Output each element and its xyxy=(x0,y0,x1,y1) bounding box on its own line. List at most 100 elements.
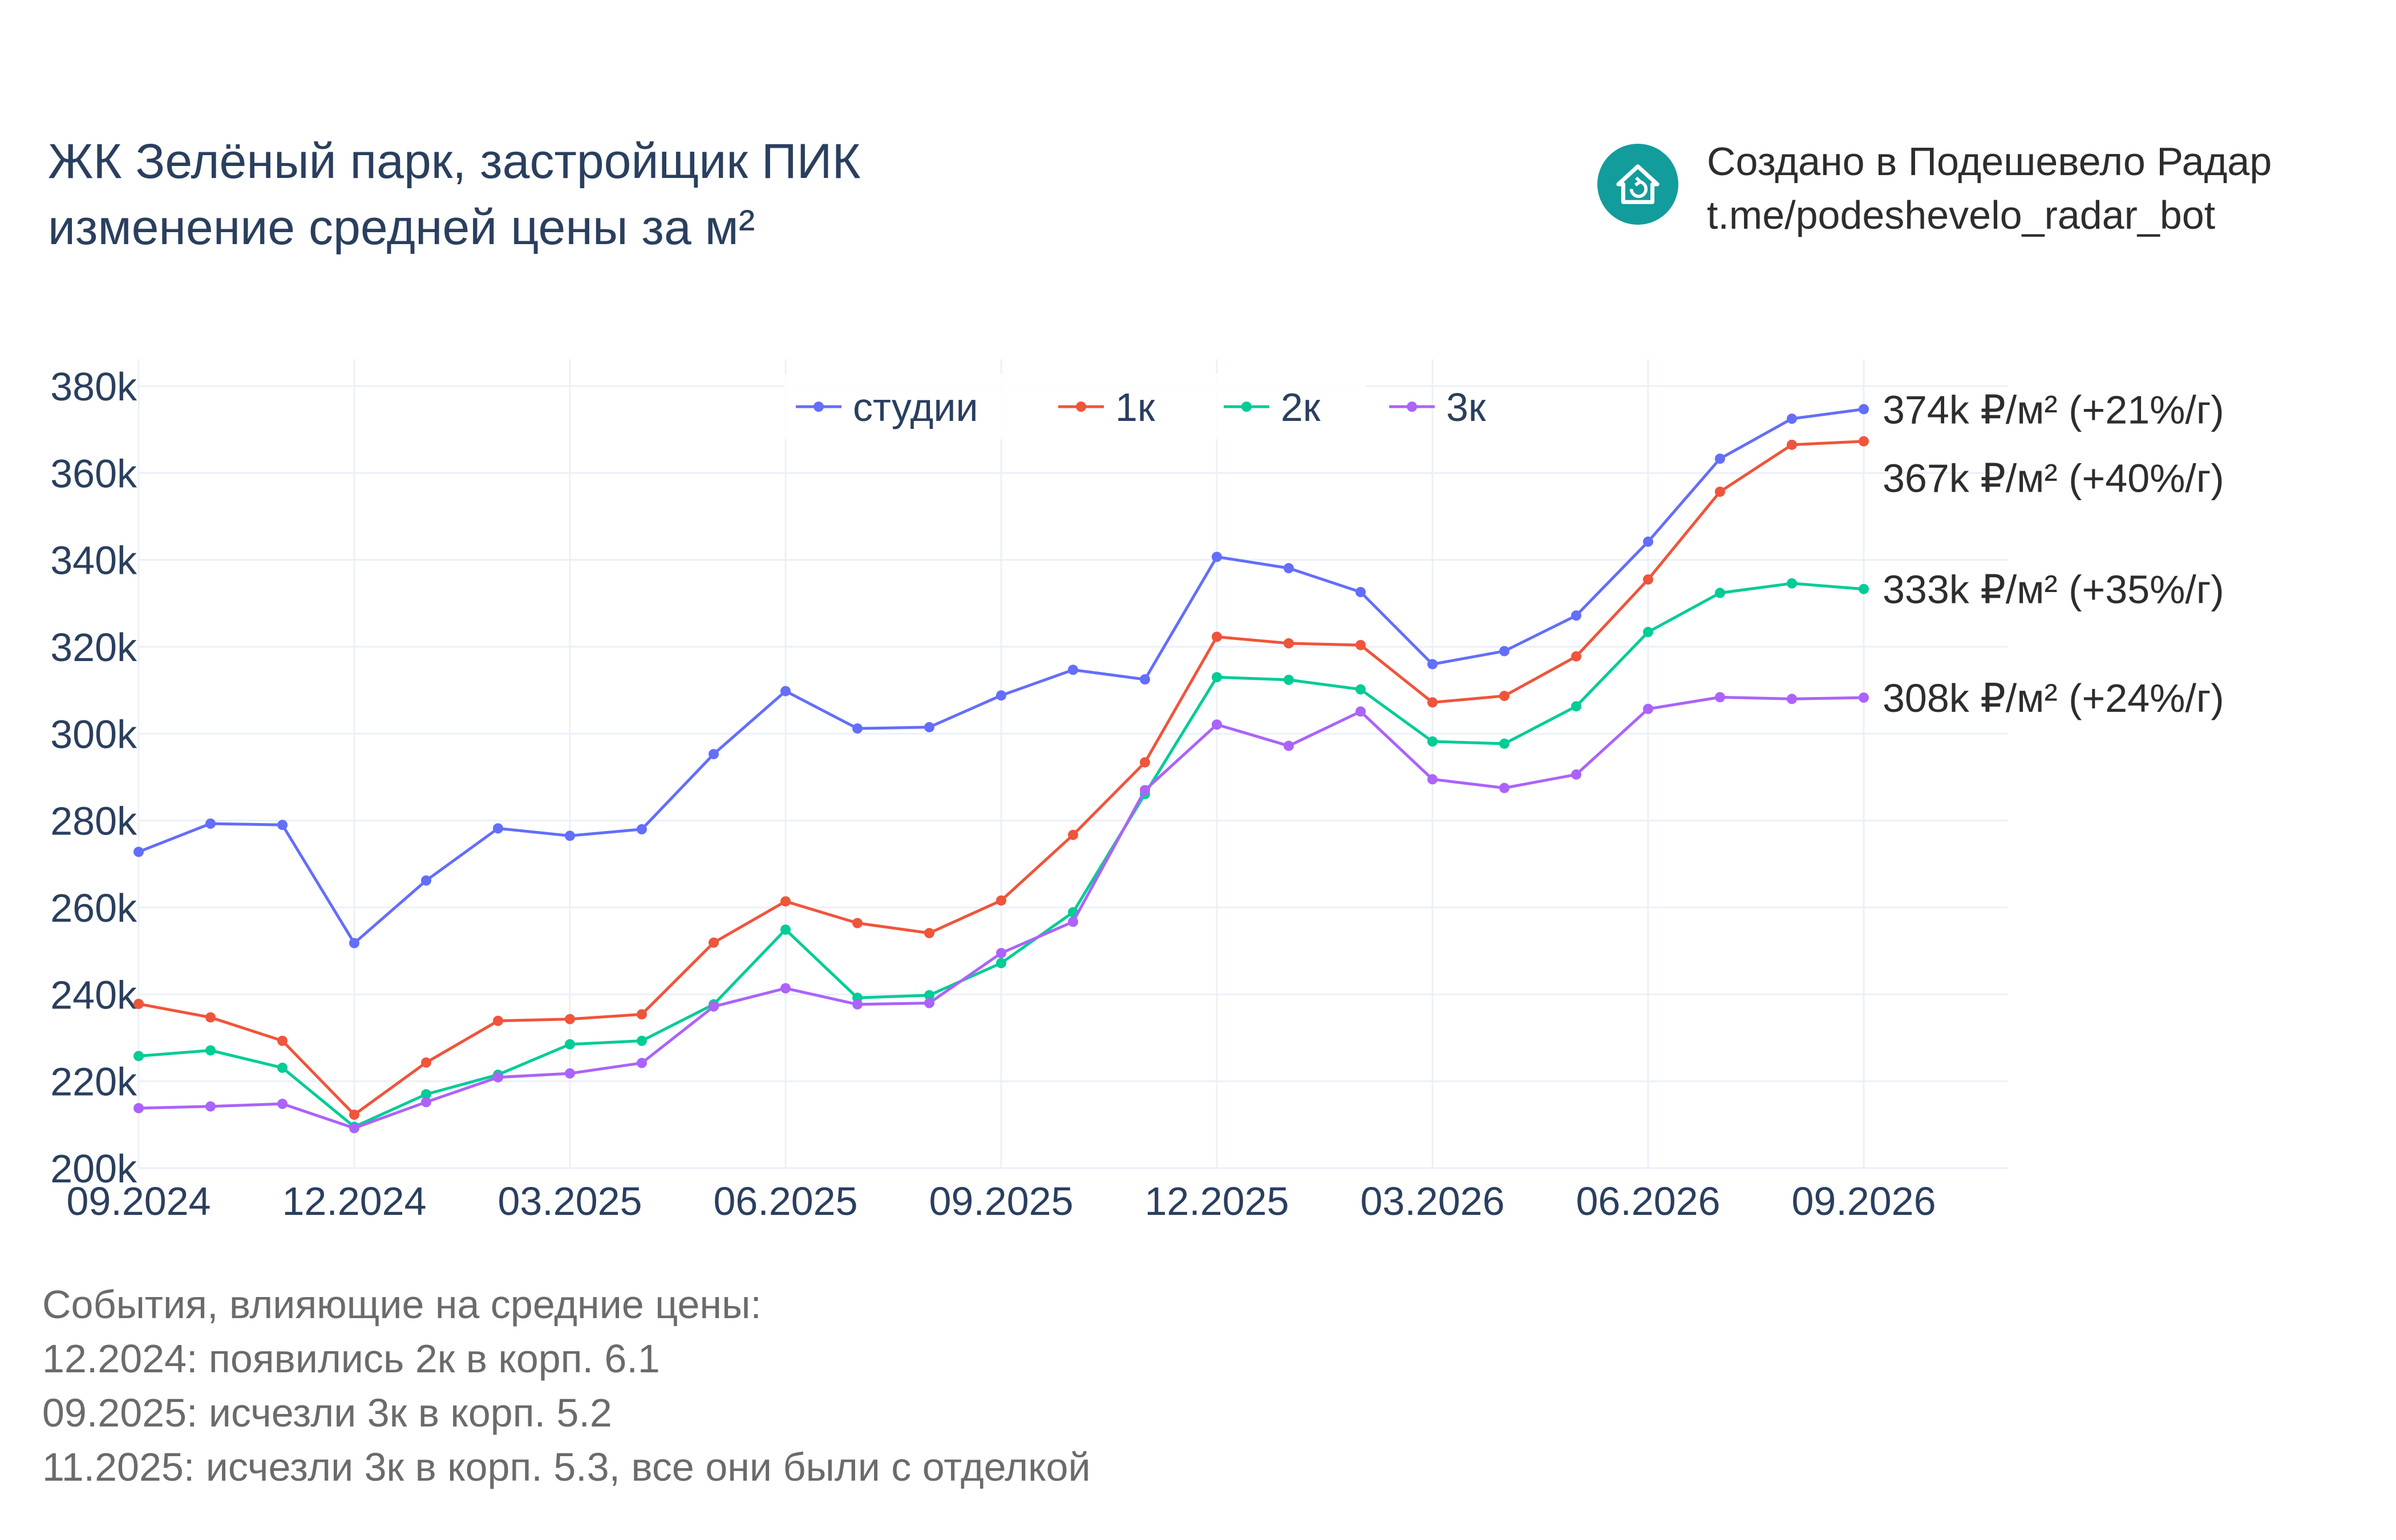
x-tick-label: 03.2026 xyxy=(1360,1179,1504,1223)
data-point xyxy=(1787,578,1797,589)
legend-label: студии xyxy=(853,385,978,429)
data-point xyxy=(709,749,719,760)
series-end-label: 308k ₽/м² (+24%/г) xyxy=(1883,676,2224,720)
data-point xyxy=(1787,414,1797,424)
data-point xyxy=(1643,703,1653,714)
data-point xyxy=(996,947,1006,958)
data-point xyxy=(1643,627,1653,638)
data-point xyxy=(421,1089,431,1100)
data-point xyxy=(780,686,791,696)
data-point xyxy=(996,690,1006,701)
data-point xyxy=(1715,587,1725,598)
data-point xyxy=(1212,552,1222,562)
data-point xyxy=(277,1035,288,1046)
data-point xyxy=(1355,684,1366,695)
data-point xyxy=(1427,697,1438,708)
data-point xyxy=(709,1001,719,1012)
data-point xyxy=(1355,639,1366,650)
data-point xyxy=(1571,769,1581,780)
brand-block: Создано в Подешевело Радар t.me/podeshev… xyxy=(1597,135,2272,242)
data-point xyxy=(1571,651,1581,662)
data-point xyxy=(1355,706,1366,717)
data-point xyxy=(1715,692,1725,703)
x-tick-label: 09.2026 xyxy=(1791,1179,1936,1223)
legend-marker xyxy=(1241,402,1252,412)
data-point xyxy=(1859,583,1869,594)
series-end-label: 333k ₽/м² (+35%/г) xyxy=(1883,568,2224,612)
data-point xyxy=(1212,631,1222,642)
data-point xyxy=(1427,659,1438,670)
data-point xyxy=(1140,757,1150,768)
events-note: События, влияющие на средние цены: 12.20… xyxy=(42,1278,1091,1494)
legend-marker xyxy=(1076,402,1086,412)
data-point xyxy=(1140,785,1150,796)
y-tick-label: 200k xyxy=(50,1146,137,1191)
data-point xyxy=(924,998,934,1008)
data-point xyxy=(637,1035,647,1046)
y-tick-label: 360k xyxy=(50,451,137,496)
data-point xyxy=(1859,436,1869,447)
y-tick-label: 380k xyxy=(50,364,137,409)
x-tick-label: 12.2024 xyxy=(282,1179,426,1223)
y-tick-label: 260k xyxy=(50,886,137,930)
data-point xyxy=(349,938,359,949)
x-axis-ticks: 09.2024 12.2024 03.2025 06.2025 09.2025 12.20… xyxy=(66,1179,1936,1223)
y-tick-label: 220k xyxy=(50,1060,137,1104)
legend-marker xyxy=(813,402,824,412)
data-point xyxy=(1859,404,1869,415)
data-point xyxy=(349,1122,359,1133)
data-point xyxy=(1859,692,1869,703)
chart-title-line-1: ЖК Зелёный парк, застройщик ПИК xyxy=(48,134,861,189)
data-point xyxy=(996,958,1006,968)
y-tick-label: 240k xyxy=(50,972,137,1017)
x-tick-label: 06.2026 xyxy=(1576,1179,1720,1223)
data-point xyxy=(565,1068,575,1079)
data-point xyxy=(421,1097,431,1108)
event-item: 12.2024: появились 2к в корп. 6.1 xyxy=(42,1336,660,1381)
legend-marker xyxy=(1407,402,1417,412)
data-point xyxy=(1787,694,1797,704)
data-point xyxy=(1212,719,1222,730)
x-tick-label: 06.2025 xyxy=(713,1179,857,1223)
end-labels: 374k ₽/м² (+21%/г) 367k ₽/м² (+40%/г) 333k… xyxy=(1883,387,2224,720)
data-point xyxy=(205,1101,216,1112)
legend-label: 1к xyxy=(1115,385,1155,429)
legend-label: 2к xyxy=(1281,385,1321,429)
data-point xyxy=(924,990,934,1000)
data-point xyxy=(637,1009,647,1020)
data-point xyxy=(637,1057,647,1068)
data-point xyxy=(1571,610,1581,621)
data-point xyxy=(277,820,288,830)
data-point xyxy=(133,846,144,857)
series-end-label: 367k ₽/м² (+40%/г) xyxy=(1883,456,2224,500)
data-point xyxy=(996,895,1006,906)
data-point xyxy=(1068,829,1078,840)
data-point xyxy=(1643,574,1653,585)
house-refresh-icon xyxy=(1597,144,1678,225)
data-point xyxy=(205,1012,216,1023)
data-point xyxy=(924,722,934,732)
chart-title: ЖК Зелёный парк, застройщик ПИК изменени… xyxy=(48,128,861,261)
data-point xyxy=(1140,674,1150,685)
data-point xyxy=(565,1014,575,1024)
data-point xyxy=(780,896,791,907)
data-point xyxy=(493,823,503,834)
brand-link[interactable]: t.me/podeshevelo_radar_bot xyxy=(1707,193,2216,237)
data-point xyxy=(1355,587,1366,598)
data-point xyxy=(133,1103,144,1113)
data-point xyxy=(852,723,863,734)
events-heading: События, влияющие на средние цены: xyxy=(42,1282,762,1327)
data-point xyxy=(1284,638,1294,649)
x-tick-label: 03.2025 xyxy=(497,1179,642,1223)
legend-label: 3к xyxy=(1446,385,1486,429)
chart-title-line-2: изменение средней цены за м² xyxy=(48,200,755,255)
brand-name: Создано в Подешевело Радар xyxy=(1707,139,2272,184)
x-tick-label: 09.2025 xyxy=(929,1179,1073,1223)
data-point xyxy=(780,983,791,994)
data-point xyxy=(852,999,863,1010)
data-point xyxy=(1643,536,1653,547)
data-point xyxy=(421,1057,431,1068)
data-point xyxy=(1499,691,1509,702)
data-point xyxy=(1499,783,1509,793)
y-axis-ticks: 200k 220k 240k 260k 280k 300k 320k 340k 360k 380k xyxy=(50,364,137,1191)
